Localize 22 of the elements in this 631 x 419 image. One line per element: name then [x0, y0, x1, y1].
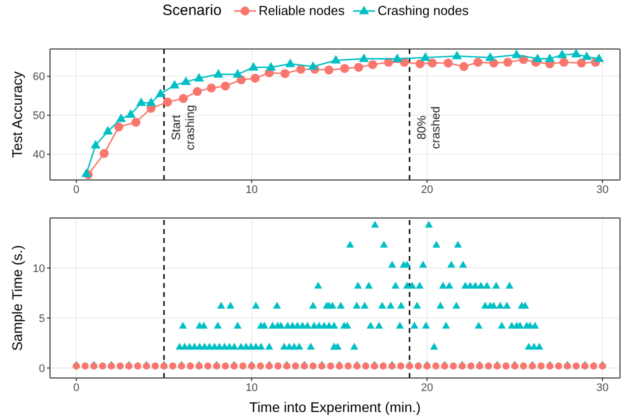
x-tick-label: 30 — [596, 184, 609, 196]
y-tick-label: 40 — [32, 149, 45, 162]
y-axis-title: Sample Time (s.) — [9, 245, 25, 351]
x-tick-label: 0 — [73, 382, 80, 394]
ref-line-label: Start crashing — [169, 104, 197, 150]
x-tick-label: 20 — [420, 382, 434, 394]
x-axis-title: Time into Experiment (min.) — [249, 399, 421, 415]
legend-title: Scenario — [162, 2, 222, 19]
legend-label: Reliable nodes — [258, 3, 345, 18]
y-tick-label: 10 — [32, 262, 45, 275]
y-tick-label: 60 — [32, 71, 45, 84]
x-tick-label: 30 — [596, 382, 609, 394]
ref-line-label: 80% crashed — [414, 106, 443, 149]
y-tick-label: 5 — [38, 312, 45, 325]
x-tick-label: 10 — [246, 382, 258, 394]
y-axis-title: Test Accuracy — [9, 71, 25, 158]
x-tick-label: 10 — [246, 184, 258, 196]
y-tick-label: 50 — [32, 110, 45, 122]
x-tick-label: 0 — [73, 184, 80, 196]
y-tick-label: 0 — [38, 362, 45, 375]
legend-label: Crashing nodes — [378, 3, 469, 18]
x-tick-label: 20 — [420, 184, 434, 196]
